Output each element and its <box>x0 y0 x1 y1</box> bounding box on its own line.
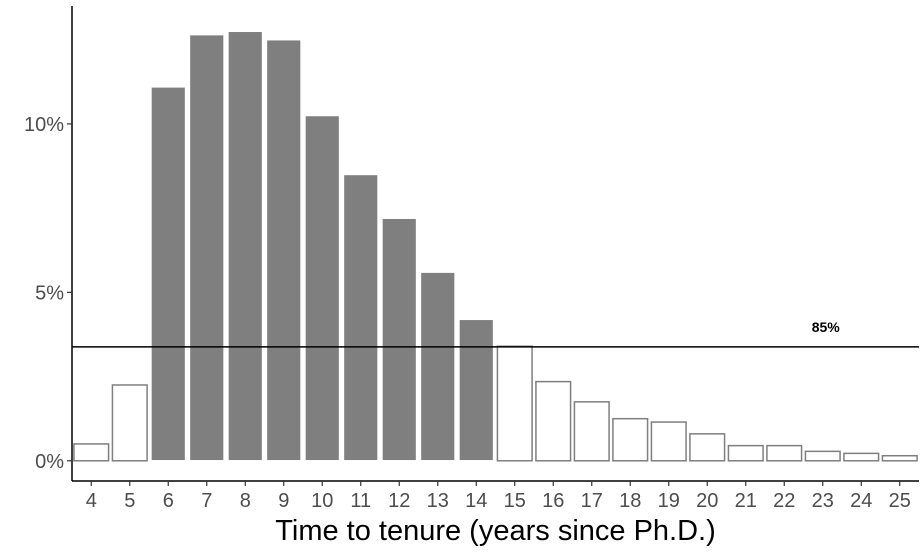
bar-22 <box>766 444 803 462</box>
x-tick-label: 19 <box>658 490 680 512</box>
bar-6 <box>150 86 187 462</box>
bar-4 <box>73 443 110 462</box>
x-tick-label: 12 <box>388 490 410 512</box>
x-tick-label: 21 <box>735 490 757 512</box>
x-tick-label: 14 <box>465 490 487 512</box>
x-tick-label: 10 <box>311 490 333 512</box>
bar-11 <box>342 173 379 462</box>
x-tick-label: 20 <box>696 490 718 512</box>
x-tick-label: 24 <box>850 490 872 512</box>
bar-9 <box>265 38 302 462</box>
bar-24 <box>843 452 880 462</box>
x-tick-label: 6 <box>163 490 174 512</box>
x-tick-label: 25 <box>889 490 911 512</box>
x-tick-label: 13 <box>427 490 449 512</box>
x-tick-label: 11 <box>350 490 371 512</box>
x-tick-label: 15 <box>504 490 526 512</box>
bar-14 <box>458 318 495 462</box>
x-tick-label: 5 <box>124 490 135 512</box>
x-tick-label: 17 <box>581 490 603 512</box>
bar-17 <box>573 401 610 462</box>
x-tick-label: 7 <box>201 490 212 512</box>
bar-25 <box>881 454 918 462</box>
y-tick-label: 10% <box>24 114 64 136</box>
bar-12 <box>381 217 418 462</box>
bar-20 <box>689 433 726 462</box>
bar-19 <box>650 421 687 462</box>
x-tick-label: 16 <box>542 490 564 512</box>
x-tick-label: 18 <box>619 490 641 512</box>
bar-15 <box>496 345 533 462</box>
bar-23 <box>804 450 841 462</box>
bar-7 <box>188 33 225 462</box>
x-tick-label: 22 <box>773 490 795 512</box>
bars-layer <box>73 30 918 462</box>
y-tick-label: 0% <box>35 451 64 473</box>
bar-10 <box>304 114 341 462</box>
x-tick-label: 8 <box>240 490 251 512</box>
ticks-layer: 0% 5% 10% 4 5 6 7 8 9 10 11 12 13 14 15 16 17 18 19 20 21 22 2… <box>24 114 911 512</box>
bar-16 <box>535 380 572 462</box>
bar-18 <box>612 417 649 462</box>
x-tick-label: 23 <box>812 490 834 512</box>
bar-21 <box>727 444 764 462</box>
bar-8 <box>227 30 264 462</box>
x-tick-label: 9 <box>278 490 289 512</box>
reference-line-label: 85% <box>812 319 841 335</box>
x-axis-title: Time to tenure (years since Ph.D.) <box>275 515 716 547</box>
y-tick-label: 5% <box>35 282 64 304</box>
bar-5 <box>111 384 148 462</box>
axes-layer <box>71 6 919 482</box>
x-tick-label: 4 <box>86 490 97 512</box>
bar-13 <box>419 271 456 462</box>
